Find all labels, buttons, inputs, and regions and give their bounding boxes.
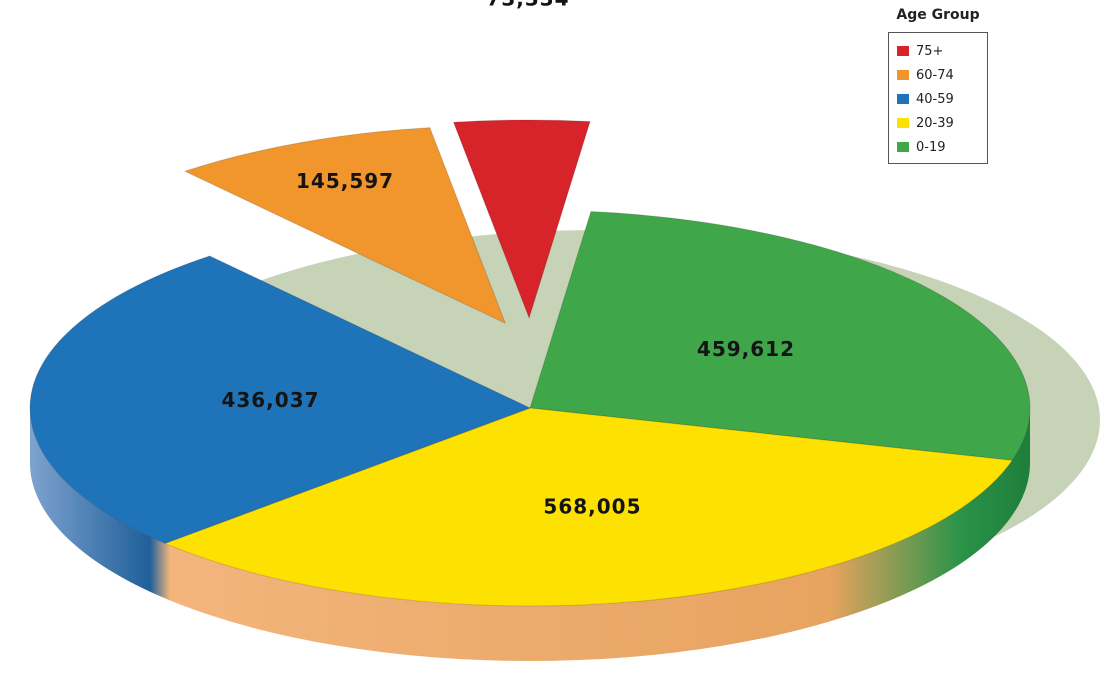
legend-label: 60-74 [916, 67, 954, 83]
data-label-60-74: 145,597 [296, 169, 394, 193]
pie-slices [29, 119, 1031, 607]
legend-box: 75+ 60-74 40-59 20-39 0-19 [888, 32, 988, 164]
legend-swatch-20-39 [897, 118, 909, 128]
legend-swatch-0-19 [897, 142, 909, 152]
legend-label: 0-19 [916, 139, 946, 155]
legend-title: Age Group [896, 7, 980, 23]
legend-item: 20-39 [897, 111, 979, 135]
data-label-75-plus: 73,334 [486, 0, 569, 11]
legend-label: 75+ [916, 43, 944, 59]
legend-swatch-75-plus [897, 46, 909, 56]
legend-item: 40-59 [897, 87, 979, 111]
legend-item: 0-19 [897, 135, 979, 159]
data-label-40-59: 436,037 [221, 388, 319, 412]
pie-rim [30, 408, 1030, 661]
pie-slice-40-59 [29, 255, 532, 544]
pie-slice-0-19 [529, 210, 1031, 461]
legend-item: 75+ [897, 39, 979, 63]
pie-rim-side [30, 408, 1030, 661]
pie-labels: 459,612 568,005 436,037 145,597 73,334 [221, 0, 795, 518]
legend-item: 60-74 [897, 63, 979, 87]
legend-label: 20-39 [916, 115, 954, 131]
pie-slice-20-39 [163, 407, 1014, 607]
pie-slice-60-74 [183, 127, 507, 325]
legend-swatch-40-59 [897, 94, 909, 104]
legend-label: 40-59 [916, 91, 954, 107]
legend-swatch-60-74 [897, 70, 909, 80]
data-label-20-39: 568,005 [543, 494, 641, 518]
data-label-0-19: 459,612 [697, 337, 795, 361]
pie-slice-75-plus [452, 119, 591, 320]
legend: Age Group 75+ 60-74 40-59 20-39 0-19 [888, 4, 988, 164]
